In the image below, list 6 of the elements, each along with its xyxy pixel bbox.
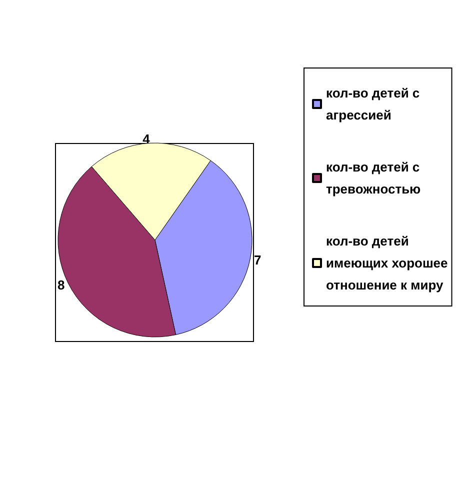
data-label: 8 bbox=[57, 278, 65, 293]
data-label: 7 bbox=[254, 252, 262, 268]
legend-label: кол-во детей с агрессией bbox=[326, 86, 420, 122]
legend-label: кол-во детей с тревожностью bbox=[326, 160, 421, 196]
data-label: 4 bbox=[142, 132, 151, 147]
legend-label: кол-во детей имеющих хорошее отношение к миру bbox=[326, 234, 448, 292]
